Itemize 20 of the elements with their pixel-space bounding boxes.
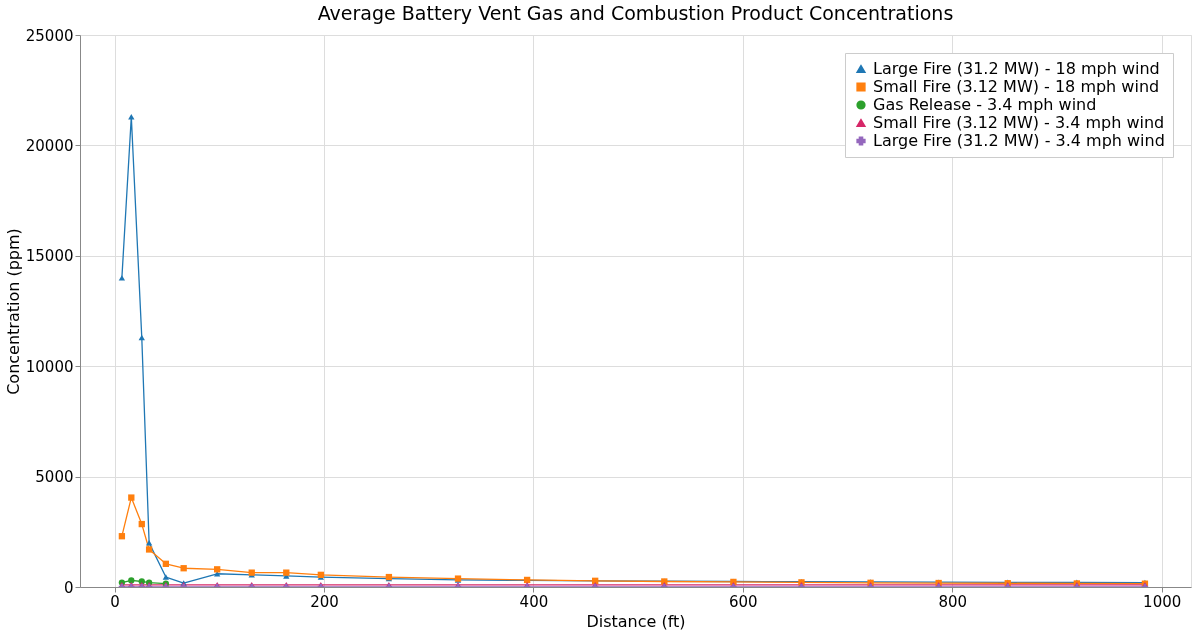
legend-label: Large Fire (31.2 MW) - 18 mph wind (873, 59, 1160, 78)
x-tick-label: 600 (729, 592, 758, 611)
y-tick-label: 10000 (25, 357, 74, 376)
x-tick-label: 0 (110, 592, 120, 611)
x-tick-label: 400 (519, 592, 549, 611)
y-tick-label: 0 (63, 578, 74, 597)
legend-label: Large Fire (31.2 MW) - 3.4 mph wind (873, 131, 1165, 150)
y-axis-title: Concentration (ppm) (3, 228, 23, 395)
legend-label: Small Fire (3.12 MW) - 18 mph wind (873, 77, 1160, 96)
legend-label: Gas Release - 3.4 mph wind (873, 95, 1097, 114)
y-tick-label: 15000 (25, 247, 74, 266)
x-axis-title: Distance (ft) (586, 611, 686, 631)
chart-title: Average Battery Vent Gas and Combustion Product Concentrations (317, 2, 954, 24)
x-tick-label: 200 (310, 592, 339, 611)
y-tick-label: 20000 (25, 136, 74, 155)
x-tick-label: 1000 (1143, 592, 1182, 611)
y-tick-label: 5000 (35, 468, 74, 487)
y-tick-label: 25000 (25, 26, 74, 45)
x-tick-label: 800 (938, 592, 968, 611)
legend-label: Small Fire (3.12 MW) - 3.4 mph wind (873, 113, 1165, 132)
